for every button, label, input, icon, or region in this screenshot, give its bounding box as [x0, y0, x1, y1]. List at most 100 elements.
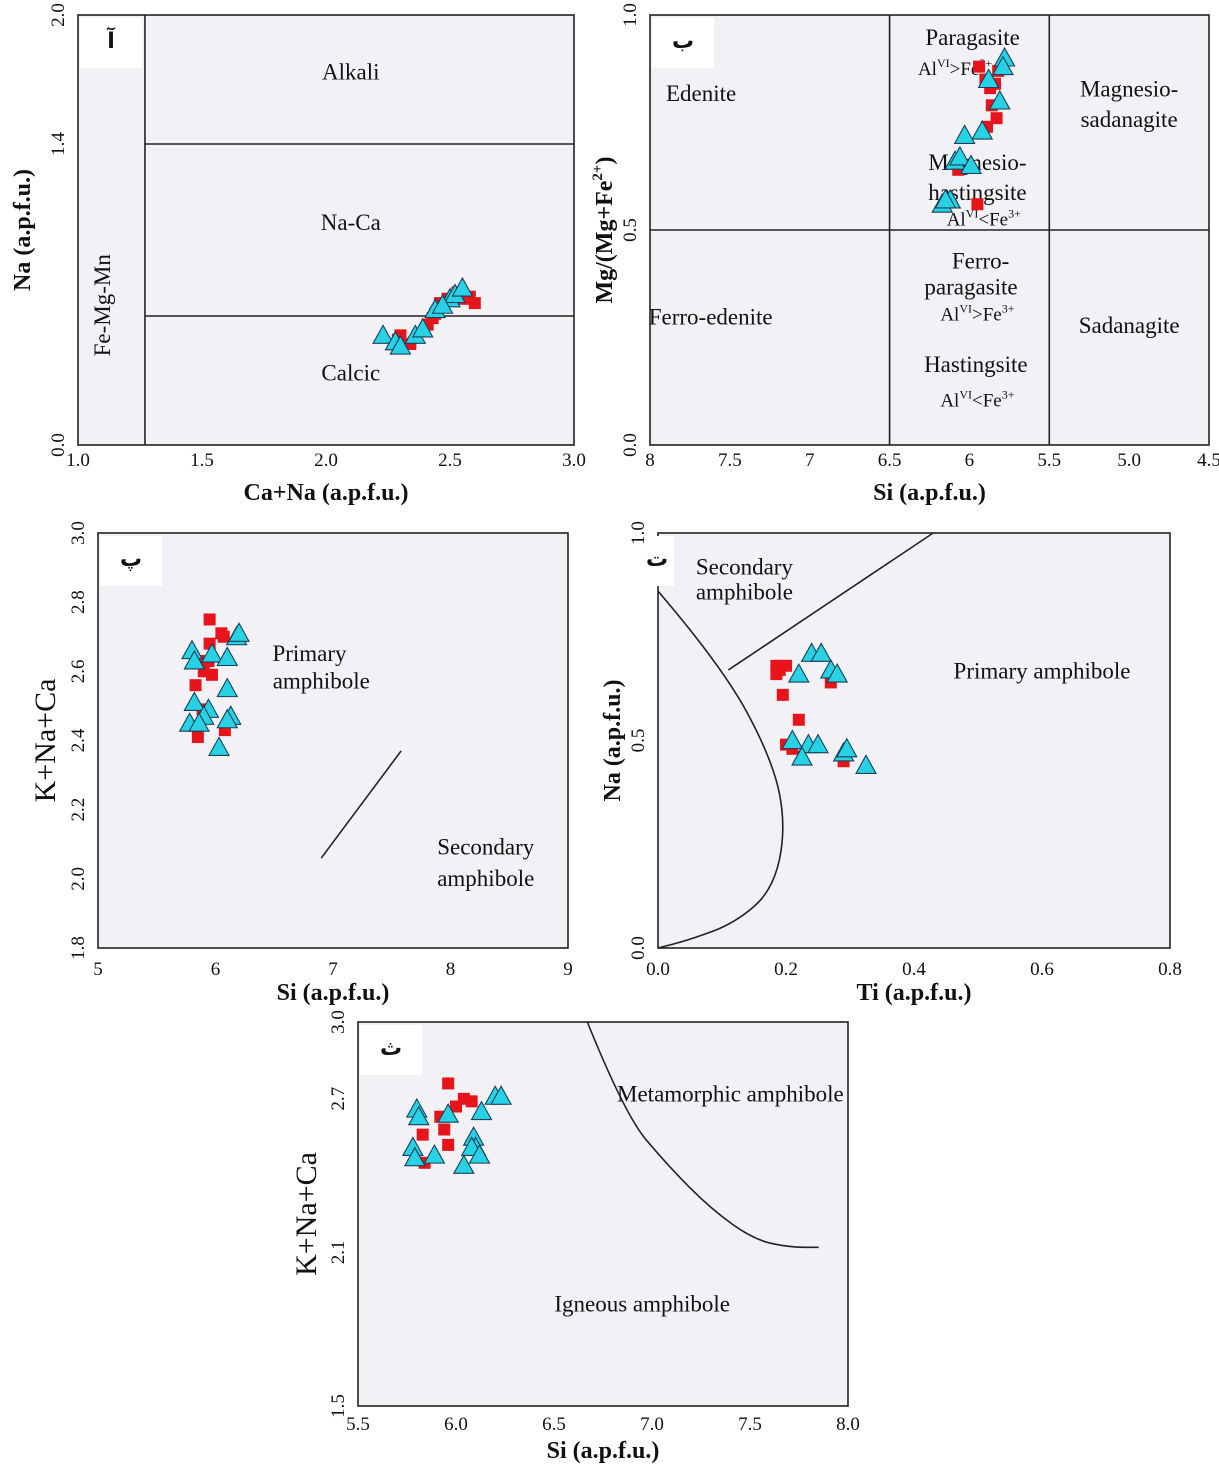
data-point-square: [450, 1100, 462, 1113]
y-axis-label: Na (a.p.f.u.): [600, 679, 626, 801]
plot-area: [77, 14, 575, 446]
y-axis-label-main: Mg/(Mg+Fe: [592, 180, 618, 303]
x-tick-label: 5.0: [1117, 450, 1141, 471]
data-point-square: [465, 1095, 478, 1108]
region-note-sup2: 3+: [1002, 301, 1015, 315]
region-label: Edenite: [666, 81, 736, 106]
region-note-base: Al: [940, 304, 959, 325]
data-point-triangle: [810, 642, 833, 662]
y-axis-label-tail: ): [592, 156, 618, 164]
data-point-triangle: [934, 188, 957, 209]
data-point-triangle: [971, 119, 994, 140]
data-point-square: [217, 630, 230, 643]
y-tick-label: 0.5: [620, 218, 641, 242]
y-axis-label: K+Na+Ca: [290, 1152, 323, 1276]
x-tick-label: 7: [328, 959, 338, 980]
x-tick-label: 8: [645, 450, 655, 471]
region-note-op: <: [978, 210, 989, 231]
region-note: AlVI>Fe3+: [940, 301, 1014, 325]
data-point-triangle: [953, 124, 976, 144]
data-point-triangle: [835, 737, 858, 758]
x-tick-label: 7: [805, 450, 815, 471]
x-tick-label: 5.5: [1037, 450, 1061, 471]
x-axis-label: Ca+Na (a.p.f.u.): [243, 480, 408, 506]
y-tick-label: 0.0: [628, 936, 649, 960]
region-label: Metamorphic amphibole: [617, 1081, 844, 1106]
data-point-triangle: [960, 154, 982, 175]
boundary-line: [586, 1021, 819, 1249]
data-point-square: [990, 112, 1003, 125]
plot-area: [657, 532, 1171, 949]
data-point-triangle: [183, 691, 206, 712]
data-point-triangle: [372, 324, 394, 344]
x-axis-label: Si (a.p.f.u.): [547, 1438, 660, 1464]
y-tick-label: 2.0: [48, 3, 69, 27]
x-tick-label: 2.0: [314, 450, 338, 471]
y-tick-label: 2.8: [68, 590, 89, 614]
x-axis-label: Ti (a.p.f.u.): [857, 980, 972, 1006]
y-axis-label-sup: 2+: [590, 164, 606, 180]
data-point-triangle: [451, 276, 474, 297]
x-axis-label: Si (a.p.f.u.): [277, 980, 390, 1006]
region-note-base: Al: [918, 59, 937, 80]
data-point-triangle: [787, 662, 810, 683]
data-point-triangle: [389, 334, 412, 355]
x-tick-label: 6.5: [878, 450, 902, 471]
region-label: Igneous amphibole: [554, 1291, 730, 1316]
region-label: amphibole: [273, 669, 370, 694]
panel-label-box: [100, 536, 162, 586]
data-point-square: [189, 679, 202, 692]
data-point-triangle: [407, 1105, 430, 1126]
region-note-base2: Fe: [983, 390, 1002, 411]
data-point-triangle: [791, 745, 813, 766]
data-point-square: [442, 1138, 455, 1151]
x-tick-label: 5.5: [346, 1414, 370, 1435]
data-point-triangle: [188, 712, 210, 732]
data-point-triangle: [216, 646, 239, 667]
y-tick-label: 2.1: [328, 1241, 349, 1265]
x-tick-label: 6.5: [542, 1414, 566, 1435]
region-note-sup1: VI: [959, 301, 972, 315]
panel-label: ت: [646, 547, 668, 572]
y-tick-label: 1.4: [48, 132, 69, 156]
y-tick-label: 2.0: [68, 867, 89, 891]
y-axis-label: K+Na+Ca: [29, 679, 62, 803]
y-tick-label: 2.4: [68, 728, 89, 752]
data-point-square: [770, 668, 783, 681]
region-label: amphibole: [696, 579, 793, 604]
data-point-square: [191, 731, 204, 744]
data-point-square: [203, 613, 216, 626]
plot-area: [357, 1021, 849, 1407]
data-point-triangle: [183, 649, 206, 670]
region-label: Fe-Mg-Mn: [90, 254, 115, 357]
x-tick-label: 6: [965, 450, 975, 471]
y-tick-label: 0.0: [620, 433, 641, 457]
region-label: Ferro-edenite: [649, 305, 773, 330]
region-label: Ferro-: [952, 249, 1009, 274]
data-point-triangle: [431, 294, 454, 314]
data-point-triangle: [807, 733, 829, 754]
x-tick-label: 0.0: [646, 959, 670, 980]
x-tick-label: 7.5: [718, 450, 742, 471]
region-label: Primary: [272, 641, 347, 666]
y-tick-label: 1.0: [628, 521, 649, 545]
region-label: Magnesio-: [1080, 77, 1178, 102]
data-point-triangle: [437, 1103, 460, 1123]
region-note-op: >: [950, 59, 961, 80]
x-tick-label: 7.5: [738, 1414, 762, 1435]
y-tick-label: 3.0: [68, 521, 89, 545]
region-label: Sadanagite: [1079, 313, 1180, 338]
boundary-line: [657, 590, 784, 949]
x-tick-label: 0.2: [774, 959, 798, 980]
region-label: amphibole: [437, 866, 534, 891]
data-point-triangle: [977, 68, 1000, 89]
data-point-square: [776, 688, 789, 701]
panel-label: ب: [672, 29, 694, 54]
x-tick-label: 9: [563, 959, 573, 980]
region-label: Calcic: [321, 361, 380, 386]
x-axis-label: Si (a.p.f.u.): [873, 480, 986, 506]
y-axis-label: Na (a.p.f.u.): [10, 169, 36, 291]
chart-panel-5: ث Metamorphic amphibole Igneous amphibole 5…: [290, 1010, 860, 1464]
region-note-sup1: VI: [937, 56, 950, 70]
x-tick-label: 3.0: [562, 450, 586, 471]
